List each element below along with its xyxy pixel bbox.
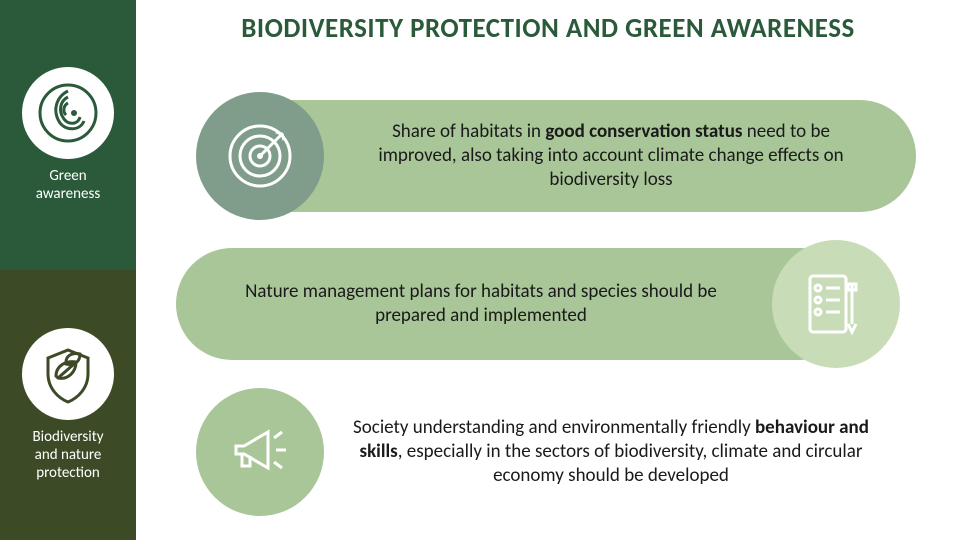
row-icon-circle [772, 240, 900, 368]
row-pill: Nature management plans for habitats and… [176, 248, 856, 360]
sidebar-block-biodiversity: Biodiversity and nature protection [0, 270, 136, 540]
sidebar-label-line: Green [49, 167, 86, 185]
sidebar-label: Green awareness [36, 167, 100, 203]
row-3: Society understanding and environmentall… [176, 396, 920, 526]
rows-container: Share of habitats in good conservation s… [176, 100, 920, 544]
sidebar-label-line: awareness [36, 185, 100, 203]
row-1: Share of habitats in good conservation s… [176, 100, 920, 230]
sidebar-block-green-awareness: Green awareness [0, 0, 136, 270]
row-2: Nature management plans for habitats and… [176, 248, 920, 378]
row-icon-circle [196, 92, 324, 220]
sidebar-label-line: protection [36, 464, 100, 482]
row-text-before: Society understanding and environmentall… [353, 416, 755, 439]
main-area: BIODIVERSITY PROTECTION AND GREEN AWAREN… [136, 0, 960, 540]
sidebar-label: Biodiversity and nature protection [32, 428, 103, 482]
row-pill: Society understanding and environmentall… [236, 396, 916, 508]
sidebar-label-line: Biodiversity [32, 428, 103, 446]
row-pill: Share of habitats in good conservation s… [236, 100, 916, 212]
row-text-bold: good conservation status [545, 120, 742, 143]
sidebar-icon-circle [22, 67, 114, 159]
swirl-icon [36, 81, 100, 145]
leaf-shield-icon [36, 342, 100, 406]
row-text: Society understanding and environmentall… [351, 416, 871, 487]
megaphone-icon [222, 414, 298, 490]
row-icon-circle [196, 388, 324, 516]
sidebar: Green awareness Biodiversity and nature … [0, 0, 136, 540]
checklist-icon [798, 266, 874, 342]
row-text-before: Share of habitats in [392, 120, 545, 143]
sidebar-label-line: and nature [35, 446, 102, 464]
row-text-after: , especially in the sectors of biodivers… [398, 440, 863, 487]
target-icon [222, 118, 298, 194]
row-text-after: and implemented [446, 304, 587, 327]
row-text: Nature management plans for habitats and… [221, 280, 741, 328]
page-title: BIODIVERSITY PROTECTION AND GREEN AWAREN… [176, 12, 920, 45]
row-text: Share of habitats in good conservation s… [351, 120, 871, 191]
sidebar-icon-circle [22, 328, 114, 420]
